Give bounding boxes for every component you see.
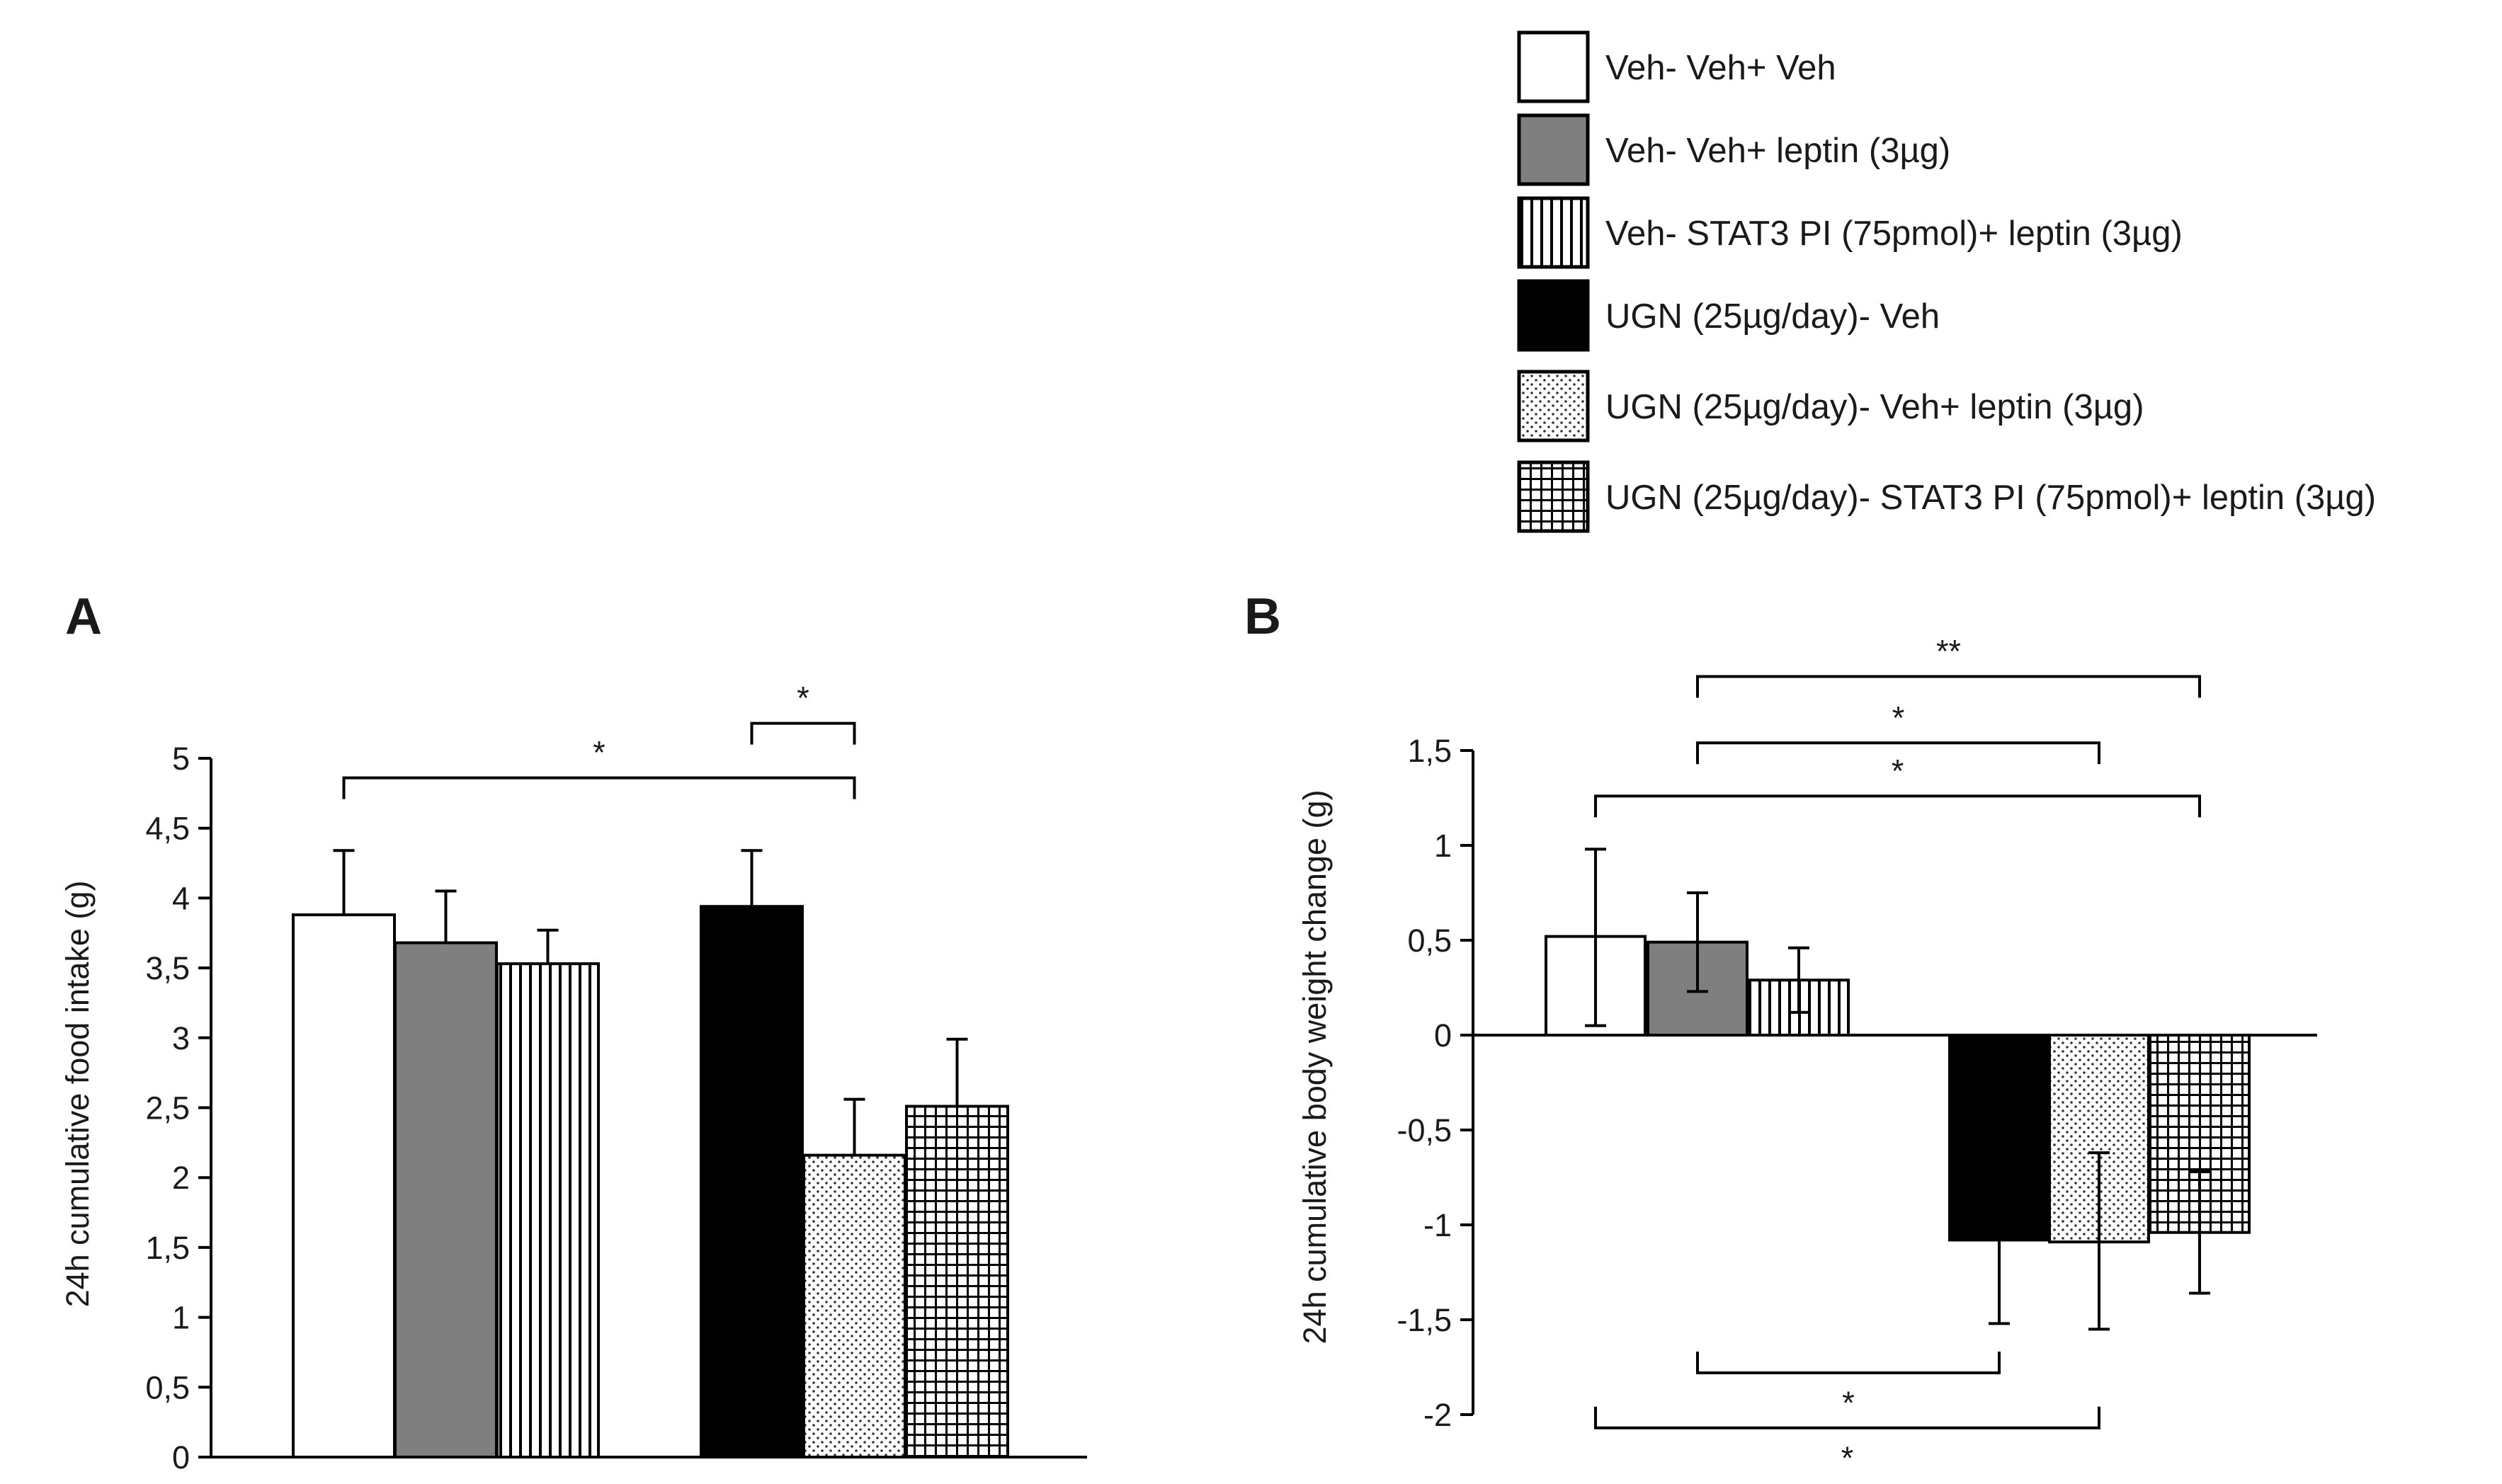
legend-label-3: Veh- STAT3 PI (75pmol)+ leptin (3µg)	[1605, 215, 2183, 253]
y-tick-label: 0	[1434, 1017, 1452, 1054]
panel-b-letter: B	[1244, 588, 1281, 645]
significance-bracket-1	[1594, 794, 2201, 818]
bar-5	[802, 1153, 906, 1459]
bar-4	[700, 905, 804, 1459]
panel-b-y-axis-title: 24h cumulative body weight change (g)	[1297, 790, 1333, 1345]
bar-3	[496, 962, 600, 1459]
y-tick-label: 3	[172, 1020, 190, 1056]
bar-6	[905, 1105, 1009, 1459]
legend-swatch-6	[1517, 460, 1590, 533]
y-tick-label: 4,5	[145, 811, 190, 847]
y-tick-label: 0,5	[145, 1369, 190, 1405]
significance-bracket-4	[1696, 1352, 2001, 1375]
significance-bracket-2	[1696, 741, 2100, 765]
legend-swatch-3	[1517, 196, 1590, 269]
significance-label-5: *	[1841, 1440, 1854, 1476]
significance-label-4: *	[1842, 1385, 1855, 1421]
significance-label-1: *	[1892, 753, 1904, 789]
significance-bracket-3	[1696, 675, 2201, 698]
legend-label-1: Veh- Veh+ Veh	[1605, 49, 1836, 87]
legend: Veh- Veh+ Veh Veh- Veh+ leptin (3µg) Veh- …	[1517, 30, 2376, 533]
y-tick-label: 2	[172, 1160, 190, 1196]
y-tick-label: 1	[172, 1300, 190, 1336]
y-tick-label: 5	[172, 741, 190, 777]
y-tick-label: -2	[1423, 1397, 1452, 1433]
panel-b-chart: B 24h cumulative body weight change (g) …	[1244, 588, 2317, 1476]
legend-swatch-1	[1517, 30, 1590, 103]
legend-label-5: UGN (25µg/day)- Veh+ leptin (3µg)	[1605, 388, 2144, 426]
significance-label-1: *	[593, 735, 605, 771]
y-tick-label: 0	[172, 1439, 190, 1476]
significance-label-2: *	[1892, 700, 1905, 736]
y-tick-label: 2,5	[145, 1090, 190, 1126]
panel-a-chart: A 24h cumulative food intake (g) 0 0,5 1 1,…	[59, 588, 1087, 1476]
legend-label-4: UGN (25µg/day)- Veh	[1605, 297, 1940, 336]
y-tick-label: 3,5	[145, 950, 190, 986]
y-tick-label: -0,5	[1397, 1112, 1452, 1148]
bar-2	[394, 941, 498, 1459]
legend-label-6: UGN (25µg/day)- STAT3 PI (75pmol)+ lepti…	[1605, 479, 2376, 517]
y-tick-label: 0,5	[1407, 923, 1452, 959]
panel-a-y-axis-title: 24h cumulative food intake (g)	[59, 881, 96, 1308]
y-tick-label: -1,5	[1397, 1302, 1452, 1338]
y-tick-label: 1	[1434, 828, 1452, 864]
y-tick-label: 4	[172, 880, 190, 916]
legend-swatch-4	[1517, 279, 1590, 352]
legend-swatch-5	[1517, 370, 1590, 443]
significance-bracket-1	[342, 776, 856, 799]
bar-1	[292, 913, 396, 1459]
panel-a-letter: A	[65, 588, 102, 645]
legend-label-2: Veh- Veh+ leptin (3µg)	[1605, 132, 1950, 170]
significance-label-3: **	[1936, 633, 1961, 669]
y-tick-label: -1	[1423, 1207, 1452, 1243]
significance-bracket-2	[750, 721, 856, 745]
bar-4	[1948, 1034, 2050, 1242]
legend-swatch-2	[1517, 113, 1590, 186]
y-tick-label: 1,5	[145, 1230, 190, 1266]
significance-bracket-5	[1594, 1406, 2100, 1429]
y-tick-label: 1,5	[1407, 733, 1452, 769]
significance-label-2: *	[797, 680, 809, 717]
